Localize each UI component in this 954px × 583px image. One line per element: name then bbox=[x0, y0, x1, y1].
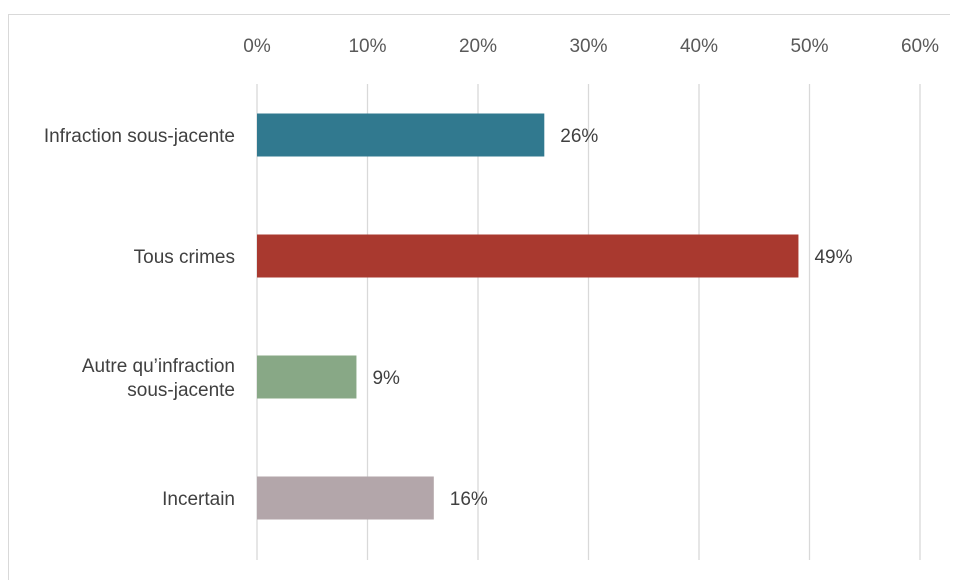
x-tick-label: 60% bbox=[901, 36, 939, 57]
x-tick-label: 40% bbox=[680, 36, 718, 57]
x-tick-label: 50% bbox=[790, 36, 828, 57]
category-label: Autre qu’infraction bbox=[82, 356, 235, 377]
data-label: 9% bbox=[372, 368, 400, 389]
data-label: 26% bbox=[560, 126, 598, 147]
chart-frame bbox=[8, 14, 950, 580]
data-label: 16% bbox=[450, 489, 488, 510]
bars bbox=[257, 113, 799, 520]
data-label: 49% bbox=[814, 247, 852, 268]
category-labels: Infraction sous-jacente Tous crimes Autre … bbox=[44, 126, 235, 510]
x-tick-label: 10% bbox=[348, 36, 386, 57]
category-label: sous-jacente bbox=[127, 380, 235, 401]
data-labels: 26% 49% 9% 16% bbox=[372, 126, 852, 510]
bar bbox=[257, 234, 799, 278]
bar bbox=[257, 113, 545, 157]
x-axis-tick-labels: 0% 10% 20% 30% 40% 50% 60% bbox=[243, 36, 939, 57]
category-label: Incertain bbox=[162, 489, 235, 510]
x-tick-label: 30% bbox=[569, 36, 607, 57]
x-tick-label: 20% bbox=[459, 36, 497, 57]
bar bbox=[257, 476, 434, 520]
x-tick-label: 0% bbox=[243, 36, 271, 57]
bar bbox=[257, 355, 357, 399]
category-label: Tous crimes bbox=[134, 247, 235, 268]
category-label: Infraction sous-jacente bbox=[44, 126, 235, 147]
